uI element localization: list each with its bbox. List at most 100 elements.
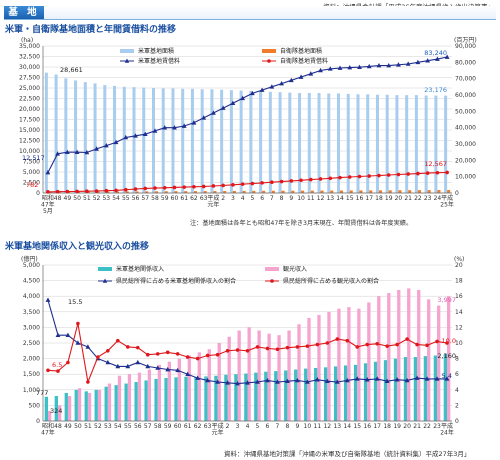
chart1-x-tick: 22	[414, 195, 422, 202]
chart1-bar	[424, 95, 428, 193]
chart1-bar	[408, 190, 412, 193]
chart2-legend-label: 観光収入	[283, 265, 307, 273]
chart2-bar	[397, 289, 401, 421]
chart1-y-left-tick: 35,000	[19, 43, 40, 50]
chart1-point	[347, 64, 353, 70]
chart1-bar	[317, 93, 321, 193]
chart1-x-tick: 48	[54, 195, 62, 202]
chart1-point	[192, 184, 196, 189]
chart1-x-tick: 14	[336, 195, 344, 202]
chart2-x-tick: 54	[114, 423, 122, 430]
chart1-y-left-tick: 7,500	[23, 159, 40, 166]
chart1-x-tick: 59	[161, 195, 169, 202]
chart1-x-tick: 54	[112, 195, 120, 202]
chart2-y-left-tick: 4,500	[23, 278, 40, 285]
chart1-bar	[122, 86, 126, 193]
chart1-point	[94, 189, 99, 193]
chart2-bar	[353, 364, 358, 421]
chart1-point	[425, 58, 431, 63]
chart1-point	[405, 61, 411, 66]
chart1-bar	[181, 88, 185, 193]
chart2-x-tick: 昭和 47年	[41, 422, 55, 437]
chart2-bar	[333, 366, 338, 421]
chart1-point	[220, 105, 226, 110]
chart2-y-left-tick: 3,000	[23, 324, 40, 331]
chart1-bar	[262, 190, 266, 193]
chart2-bar	[77, 388, 82, 421]
chart1-y-left-tick: 30,000	[19, 64, 40, 71]
chart1-x-tick: 2	[221, 195, 225, 202]
chart2-data-label: 2,160	[437, 352, 456, 360]
chart1-bar	[54, 74, 58, 193]
chart1-point	[318, 67, 323, 73]
chart2-bar	[57, 405, 62, 421]
chart2-point	[235, 348, 240, 352]
chart2-y-left-tick: 3,500	[23, 309, 40, 316]
source-bottom: 資料：沖縄県基地対策課「沖縄の米軍及び自衛隊基地（統計資料集）平成27年3月」	[224, 450, 471, 458]
chart2-data-label: 6.5	[52, 361, 62, 369]
chart1-bar	[268, 91, 272, 193]
chart2-bar	[437, 305, 441, 421]
chart2-bar	[287, 330, 291, 421]
chart2-point	[195, 375, 201, 380]
chart2-x-tick: 61	[184, 423, 192, 430]
chart1-x-tick: 17	[365, 195, 373, 202]
chart1-point	[143, 186, 148, 191]
chart2-bar	[234, 374, 238, 421]
chart2-y-left-tick: 500	[29, 402, 41, 409]
chart2-bar	[44, 396, 48, 421]
chart1-bar	[447, 190, 451, 193]
chart1-data-label: 83,240	[424, 49, 447, 57]
chart2-bar	[304, 368, 308, 421]
chart1-point	[65, 189, 70, 194]
chart2-x-tick: 62	[194, 423, 202, 430]
chart2-bar	[207, 349, 211, 421]
chart2-right-unit: (%)	[454, 256, 464, 263]
chart2-x-tick: 15	[353, 423, 361, 430]
chart1-x-tick: 58	[151, 195, 159, 202]
chart1-point	[299, 178, 303, 183]
chart2-point	[355, 345, 360, 349]
chart1-point	[181, 123, 187, 128]
chart1-x-tick: 昭和 47年 5月	[41, 194, 55, 215]
chart2-point	[365, 342, 370, 347]
chart1-data-label: 23,176	[424, 86, 447, 94]
chart2-x-tick: 16	[363, 423, 371, 430]
chart2-bar	[67, 396, 72, 421]
chart2-data-label: 324	[50, 407, 62, 415]
chart2-bar	[124, 383, 128, 421]
chart2-point	[425, 343, 429, 348]
chart2-x-tick: 52	[94, 423, 102, 430]
chart1-point	[240, 182, 245, 186]
chart1-bar	[93, 83, 97, 193]
chart2-point	[385, 344, 389, 348]
chart1-point	[327, 66, 333, 71]
chart2-bar	[224, 374, 228, 421]
chart1-note: 注：基地面積は各年とも昭和47年を除き3月末現在、年間賃借料は各年度実績。	[190, 220, 413, 227]
chart1-point	[259, 87, 265, 92]
chart1-y-right-tick: 50,000	[455, 108, 476, 115]
chart1-x-tick: 61	[180, 195, 188, 202]
chart1-point	[435, 170, 440, 175]
chart2-point	[414, 375, 420, 380]
chart1-y-left-tick: 0	[36, 190, 40, 197]
chart1-x-tick: 12	[317, 195, 325, 202]
chart2-point	[255, 379, 260, 384]
chart1-x-tick: 50	[73, 195, 81, 202]
chart1-x-tick: 平成元年	[207, 194, 219, 209]
chart1-bar	[398, 190, 402, 193]
chart1-legend-label: 自衛隊基地賃借料	[280, 57, 328, 65]
chart1-x-tick: 55	[122, 195, 130, 202]
chart2-bar	[84, 391, 88, 421]
chart1-bar	[369, 190, 373, 193]
chart2-bar	[357, 308, 361, 421]
chart2-x-tick: 平成 24年	[440, 422, 454, 437]
chart1-point	[142, 131, 148, 136]
chart1-bar	[375, 94, 379, 193]
chart2-y-right-tick: 10	[455, 340, 463, 347]
chart1-bar	[142, 87, 146, 193]
chart1-point	[289, 179, 294, 183]
chart1-point	[445, 170, 449, 175]
chart2-x-tick: 4	[246, 423, 250, 430]
chart2-point	[45, 297, 51, 302]
